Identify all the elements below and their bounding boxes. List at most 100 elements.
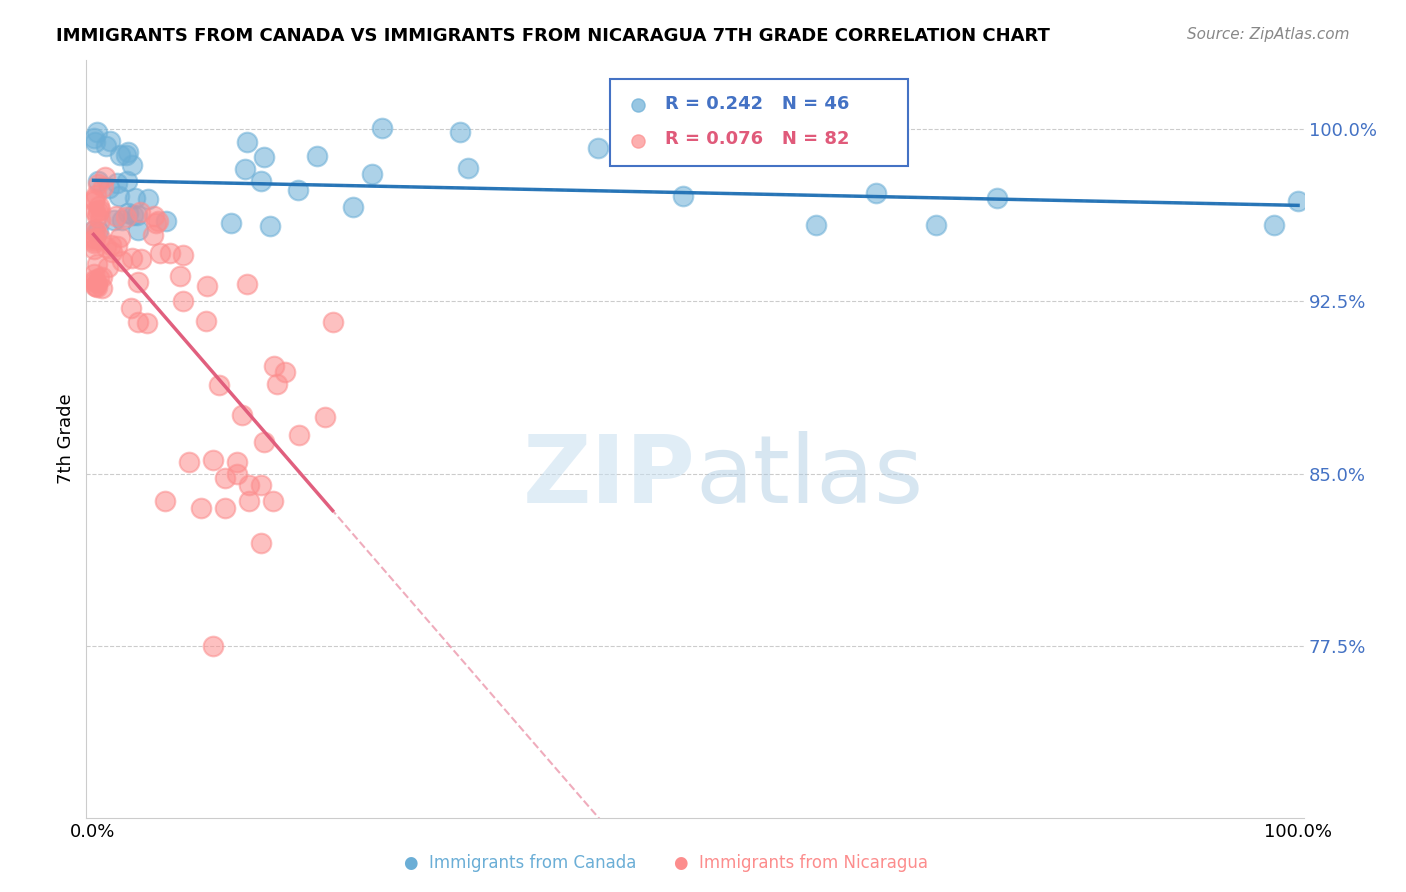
Point <box>141 227 163 242</box>
Point <box>274 365 297 379</box>
Point <box>263 359 285 373</box>
Point <box>287 183 309 197</box>
Point <box>107 188 129 202</box>
Point <box>97 180 120 194</box>
Point <box>83 135 105 149</box>
Point <box>105 209 128 223</box>
Point <box>250 535 273 549</box>
Point <box>110 229 132 244</box>
Point <box>172 293 194 308</box>
Point <box>100 237 122 252</box>
Point <box>108 148 131 162</box>
FancyBboxPatch shape <box>610 78 908 166</box>
Point <box>236 136 259 150</box>
Point <box>129 252 152 266</box>
Point <box>121 158 143 172</box>
Point <box>236 277 259 291</box>
Point <box>89 199 111 213</box>
Point <box>86 210 108 224</box>
Point <box>177 455 200 469</box>
Point <box>86 276 108 290</box>
Point <box>214 501 236 516</box>
Point <box>114 210 136 224</box>
Point <box>111 254 134 268</box>
Point <box>121 251 143 265</box>
Point <box>83 130 105 145</box>
Point <box>120 301 142 315</box>
Point <box>201 452 224 467</box>
Point <box>127 223 149 237</box>
Point <box>159 246 181 260</box>
Point <box>91 180 114 194</box>
Point <box>100 244 122 259</box>
Point <box>342 200 364 214</box>
Point <box>94 240 117 254</box>
Point <box>214 471 236 485</box>
Point <box>219 216 242 230</box>
Point <box>627 260 650 274</box>
Point <box>627 368 650 382</box>
Point <box>986 191 1008 205</box>
Point <box>672 189 695 203</box>
Y-axis label: 7th Grade: 7th Grade <box>58 393 75 484</box>
Point <box>111 213 134 227</box>
Point <box>146 213 169 227</box>
Point <box>129 205 152 219</box>
Point <box>253 150 276 164</box>
Point <box>84 231 107 245</box>
Point <box>250 478 273 492</box>
Point <box>195 313 218 327</box>
Point <box>250 174 273 188</box>
Point <box>195 279 218 293</box>
Point <box>84 225 107 239</box>
Point <box>305 149 328 163</box>
Point <box>98 135 121 149</box>
Point <box>169 268 191 283</box>
Point <box>172 248 194 262</box>
Point <box>136 192 159 206</box>
Point <box>262 494 284 508</box>
Point <box>1263 218 1285 232</box>
Point <box>83 234 105 248</box>
Point <box>149 245 172 260</box>
Point <box>201 639 224 653</box>
Point <box>89 230 111 244</box>
Point <box>124 191 146 205</box>
Point <box>925 218 948 232</box>
Point <box>105 176 128 190</box>
Point <box>115 173 138 187</box>
Point <box>83 235 105 250</box>
Point <box>90 270 112 285</box>
Point <box>360 167 382 181</box>
Point <box>314 410 336 425</box>
Point <box>259 219 281 234</box>
Point <box>103 212 125 227</box>
Point <box>135 316 157 330</box>
Point <box>83 223 105 237</box>
Point <box>114 148 136 162</box>
Text: IMMIGRANTS FROM CANADA VS IMMIGRANTS FROM NICARAGUA 7TH GRADE CORRELATION CHART: IMMIGRANTS FROM CANADA VS IMMIGRANTS FRO… <box>56 27 1050 45</box>
Point <box>238 494 260 508</box>
Point <box>288 428 311 442</box>
Point <box>84 279 107 293</box>
Point <box>83 273 105 287</box>
Point <box>83 194 105 208</box>
Point <box>370 120 392 135</box>
Point <box>226 455 249 469</box>
Point <box>190 501 212 516</box>
Point <box>87 174 110 188</box>
Text: ●  Immigrants from Canada: ● Immigrants from Canada <box>404 855 637 872</box>
Point <box>226 467 249 481</box>
Point <box>86 257 108 271</box>
Point <box>86 280 108 294</box>
Text: atlas: atlas <box>695 431 924 523</box>
Point <box>145 216 167 230</box>
Point <box>231 408 253 422</box>
Point <box>83 223 105 237</box>
Point <box>84 274 107 288</box>
Point <box>89 213 111 227</box>
Point <box>86 125 108 139</box>
Point <box>208 378 231 392</box>
Text: Source: ZipAtlas.com: Source: ZipAtlas.com <box>1187 27 1350 42</box>
Point <box>127 315 149 329</box>
